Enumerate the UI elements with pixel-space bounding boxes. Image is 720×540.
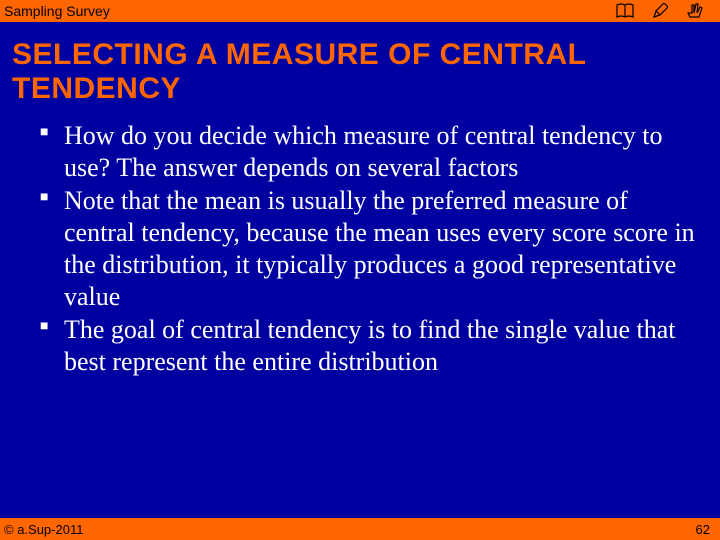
slide-title: SELECTING A MEASURE OF CENTRAL TENDENCY (0, 22, 720, 116)
bullet-item: The goal of central tendency is to find … (40, 314, 696, 377)
header-label: Sampling Survey (4, 3, 110, 19)
footer-bar: © a.Sup-2011 62 (0, 518, 720, 540)
copyright-text: © a.Sup-2011 (4, 522, 83, 537)
header-bar: Sampling Survey (0, 0, 720, 22)
hand-icon (686, 3, 704, 19)
pencil-icon (652, 3, 668, 19)
header-icons (616, 3, 716, 19)
page-number: 62 (696, 522, 710, 537)
bullet-item: How do you decide which measure of centr… (40, 120, 696, 183)
bullet-list: How do you decide which measure of centr… (0, 116, 720, 378)
bullet-item: Note that the mean is usually the prefer… (40, 185, 696, 312)
book-icon (616, 3, 634, 19)
